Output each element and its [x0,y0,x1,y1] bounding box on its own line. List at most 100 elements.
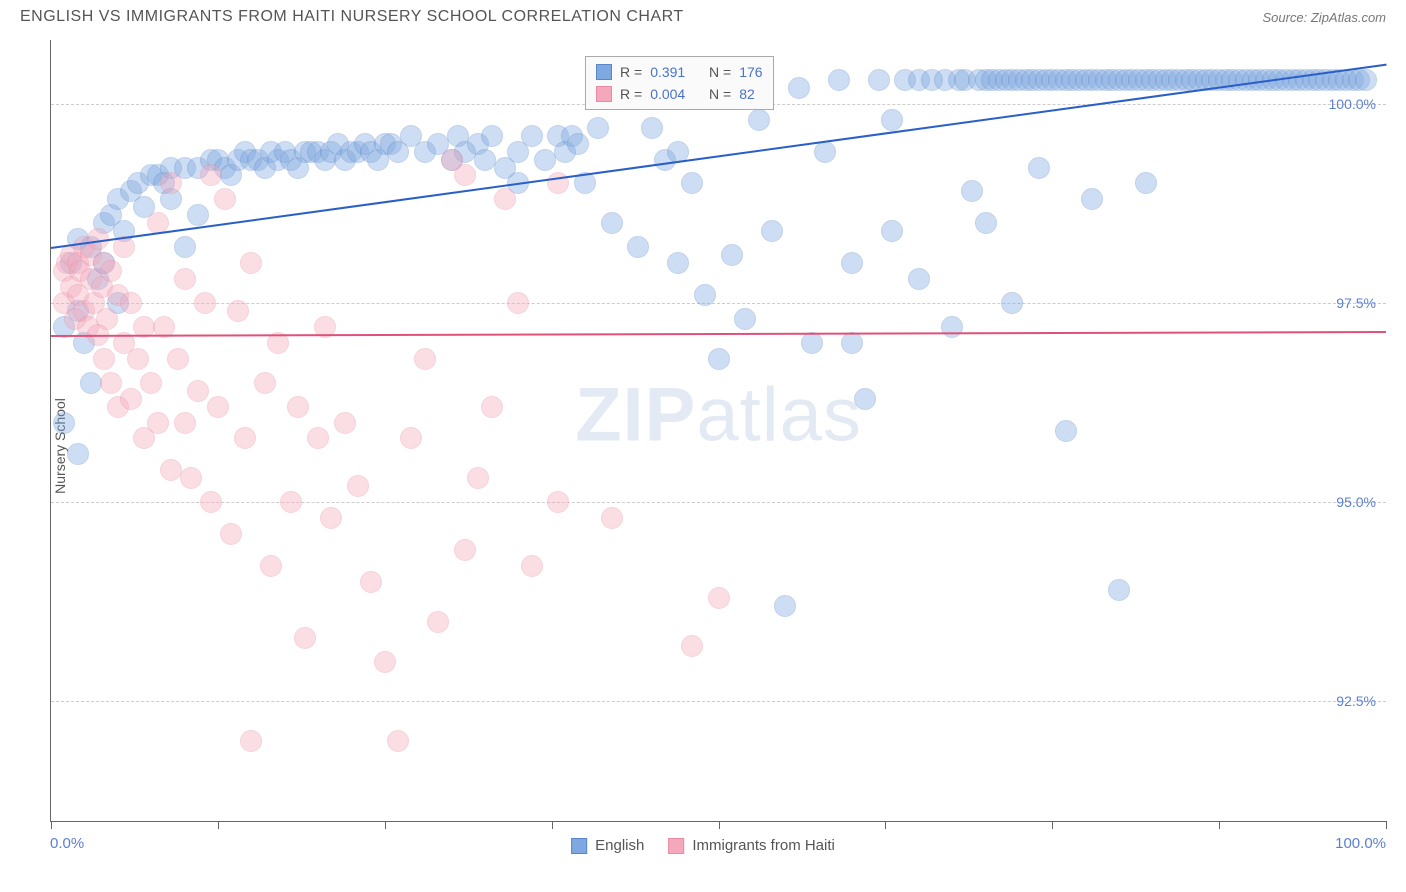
data-point [200,491,222,513]
legend-label: Immigrants from Haiti [692,837,835,854]
data-point [761,220,783,242]
n-label: N = [709,61,731,83]
data-point [187,204,209,226]
data-point [427,611,449,633]
data-point [881,220,903,242]
gridline [51,701,1386,702]
source-attribution: Source: ZipAtlas.com [1262,10,1386,25]
data-point [481,396,503,418]
data-point [694,284,716,306]
data-point [160,172,182,194]
data-point [240,252,262,274]
data-point [1108,579,1130,601]
data-point [234,427,256,449]
r-label: R = [620,61,642,83]
data-point [280,491,302,513]
trend-line [51,331,1386,337]
legend-label: English [595,837,644,854]
data-point [708,348,730,370]
data-point [627,236,649,258]
data-point [187,380,209,402]
data-point [547,491,569,513]
data-point [120,292,142,314]
swatch-icon [596,86,612,102]
y-tick-label: 100.0% [1329,96,1376,112]
x-axis-max-label: 100.0% [1335,835,1386,852]
data-point [734,308,756,330]
data-point [194,292,216,314]
legend-item-english: English [571,837,644,854]
x-tick [1052,821,1053,829]
data-point [360,571,382,593]
data-point [100,260,122,282]
x-tick [1219,821,1220,829]
x-tick [552,821,553,829]
data-point [180,467,202,489]
swatch-icon [571,838,587,854]
data-point [1055,420,1077,442]
data-point [941,316,963,338]
data-point [641,117,663,139]
n-value: 82 [739,83,755,105]
data-point [708,587,730,609]
data-point [567,133,589,155]
data-point [908,268,930,290]
data-point [67,443,89,465]
data-point [854,388,876,410]
gridline [51,502,1386,503]
data-point [481,125,503,147]
x-tick [1386,821,1387,829]
data-point [1028,157,1050,179]
data-point [374,651,396,673]
data-point [227,300,249,322]
watermark-bold: ZIP [575,372,696,457]
data-point [601,507,623,529]
data-point [147,412,169,434]
data-point [601,212,623,234]
gridline [51,303,1386,304]
legend-stats: R =0.391 N =176R =0.004 N =82 [585,56,774,110]
data-point [287,396,309,418]
data-point [167,348,189,370]
data-point [414,348,436,370]
data-point [174,236,196,258]
data-point [207,396,229,418]
data-point [127,348,149,370]
data-point [254,372,276,394]
data-point [240,730,262,752]
data-point [140,372,162,394]
data-point [681,635,703,657]
x-tick [218,821,219,829]
data-point [387,730,409,752]
data-point [307,427,329,449]
data-point [174,268,196,290]
data-point [961,180,983,202]
data-point [494,188,516,210]
data-point [214,188,236,210]
r-label: R = [620,83,642,105]
data-point [1355,69,1377,91]
data-point [828,69,850,91]
data-point [801,332,823,354]
data-point [200,164,222,186]
data-point [881,109,903,131]
data-point [841,332,863,354]
data-point [80,372,102,394]
scatter-chart: ZIPatlas 92.5%95.0%97.5%100.0%R =0.391 N… [50,40,1386,822]
data-point [400,427,422,449]
y-tick-label: 95.0% [1336,494,1376,510]
data-point [474,149,496,171]
data-point [1081,188,1103,210]
data-point [587,117,609,139]
data-point [294,627,316,649]
data-point [667,252,689,274]
data-point [868,69,890,91]
data-point [160,459,182,481]
legend-bottom: English Immigrants from Haiti [571,837,835,854]
r-value: 0.004 [650,83,685,105]
data-point [1001,292,1023,314]
x-tick [719,821,720,829]
data-point [521,125,543,147]
data-point [120,388,142,410]
swatch-icon [596,64,612,80]
